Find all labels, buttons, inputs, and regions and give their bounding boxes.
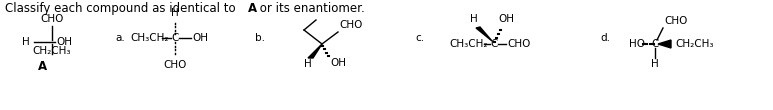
Text: c.: c. <box>415 33 424 43</box>
Text: or its enantiomer.: or its enantiomer. <box>256 2 365 15</box>
Text: OH: OH <box>498 14 514 24</box>
Text: d.: d. <box>600 33 610 43</box>
Text: CHO: CHO <box>339 20 363 30</box>
Text: H: H <box>304 59 312 69</box>
Text: CHO: CHO <box>40 14 63 24</box>
Text: A: A <box>248 2 257 15</box>
Text: H: H <box>22 37 30 47</box>
Text: H: H <box>171 8 179 18</box>
Text: a.: a. <box>115 33 124 43</box>
Text: OH: OH <box>56 37 72 47</box>
Text: OH: OH <box>330 58 346 68</box>
Text: C: C <box>172 33 179 43</box>
Text: b.: b. <box>255 33 265 43</box>
Text: Classify each compound as identical to: Classify each compound as identical to <box>5 2 240 15</box>
Text: C: C <box>490 39 498 49</box>
Text: HO: HO <box>629 39 645 49</box>
Text: CH₃CH₂: CH₃CH₂ <box>449 39 488 49</box>
Text: A: A <box>38 60 47 73</box>
Polygon shape <box>658 40 671 48</box>
Text: OH: OH <box>192 33 208 43</box>
Polygon shape <box>308 44 322 58</box>
Text: CHO: CHO <box>664 16 687 26</box>
Text: CHO: CHO <box>163 60 187 70</box>
Text: CHO: CHO <box>507 39 530 49</box>
Text: CH₂CH₃: CH₂CH₃ <box>675 39 713 49</box>
Text: C: C <box>652 39 659 49</box>
Text: H: H <box>470 14 478 24</box>
Text: H: H <box>651 59 659 69</box>
Text: CH₂CH₃: CH₂CH₃ <box>32 46 71 56</box>
Polygon shape <box>476 27 492 41</box>
Text: CH₃CH₂: CH₃CH₂ <box>130 33 169 43</box>
